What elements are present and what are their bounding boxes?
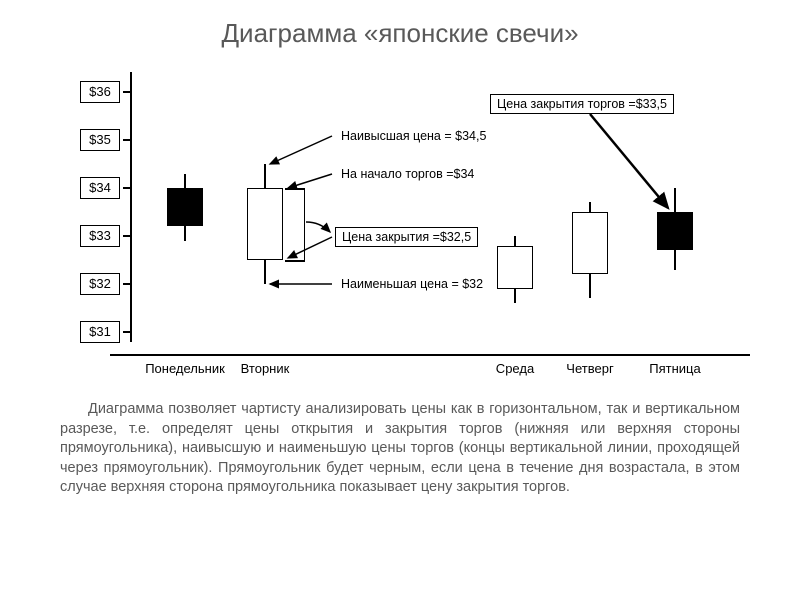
page-title: Диаграмма «японские свечи»	[0, 18, 800, 49]
annotation-arrows	[70, 72, 750, 382]
chart-description: Диаграмма позволяет чартисту анализирова…	[60, 400, 740, 498]
candlestick-chart: $36 $35 $34 $33 $32 $31 Понедельник Втор…	[70, 72, 750, 372]
